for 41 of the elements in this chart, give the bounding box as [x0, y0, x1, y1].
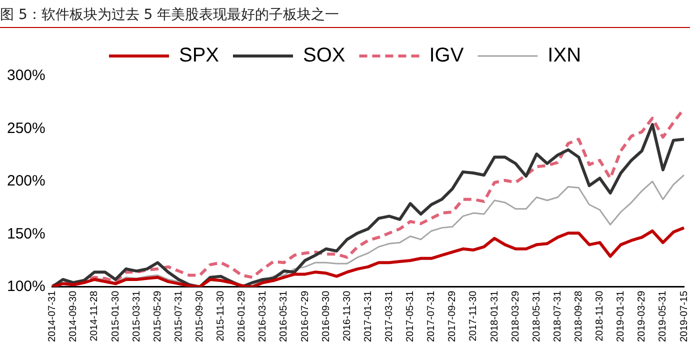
legend-label: SOX — [302, 44, 346, 67]
legend-label: IXN — [548, 44, 582, 67]
x-tick-label: 2018-03-29 — [510, 290, 522, 342]
x-tick-label: 2018-11-30 — [594, 290, 606, 342]
x-tick-label: 2015-05-29 — [152, 290, 164, 342]
x-tick-label: 2019-05-31 — [658, 290, 669, 342]
y-tick-label: 150% — [6, 225, 46, 242]
x-tick-label: 2018-05-31 — [531, 290, 542, 342]
x-tick-label: 2016-11-30 — [342, 290, 353, 342]
x-tick-label: 2017-07-31 — [426, 290, 438, 342]
x-tick-label: 2016-07-29 — [300, 290, 311, 342]
x-tick-label: 2015-09-30 — [194, 290, 206, 342]
x-tick-label: 2014-11-28 — [89, 290, 100, 342]
x-tick-label: 2015-11-30 — [216, 290, 227, 342]
x-tick-label: 2016-05-31 — [278, 290, 290, 342]
y-tick-label: 250% — [6, 120, 46, 137]
x-tick-label: 2019-03-29 — [636, 290, 648, 342]
x-tick-label: 2017-11-30 — [468, 290, 480, 342]
legend-label: SPX — [178, 44, 220, 67]
x-tick-label: 2014-07-31 — [47, 290, 58, 342]
x-tick-label: 2019-07-15 — [678, 290, 690, 342]
x-tick-label: 2017-01-31 — [362, 290, 374, 342]
x-tick-label: 2018-07-31 — [552, 290, 564, 342]
x-tick-label: 2015-03-31 — [131, 290, 142, 342]
chart-title: 图 5：软件板块为过去 5 年美股表现最好的子板块之一 — [0, 0, 690, 28]
x-tick-label: 2019-01-31 — [616, 290, 627, 342]
y-tick-label: 100% — [6, 278, 46, 295]
x-tick-label: 2018-09-28 — [573, 290, 584, 342]
x-tick-label: 2016-09-30 — [320, 290, 332, 342]
x-tick-label: 2015-07-31 — [173, 290, 184, 342]
legend-label: IGV — [429, 44, 464, 67]
y-tick-label: 300% — [6, 67, 46, 84]
x-tick-label: 2015-01-30 — [110, 290, 122, 342]
x-tick-label: 2016-03-31 — [258, 290, 269, 342]
x-tick-label: 2017-03-31 — [384, 290, 395, 342]
x-tick-label: 2017-09-29 — [447, 290, 458, 342]
x-tick-label: 2014-09-30 — [68, 290, 80, 342]
y-tick-label: 200% — [6, 172, 46, 190]
x-tick-label: 2016-01-29 — [236, 290, 248, 342]
x-tick-label: 2017-05-31 — [405, 290, 416, 342]
x-tick-label: 2018-01-31 — [489, 290, 500, 342]
